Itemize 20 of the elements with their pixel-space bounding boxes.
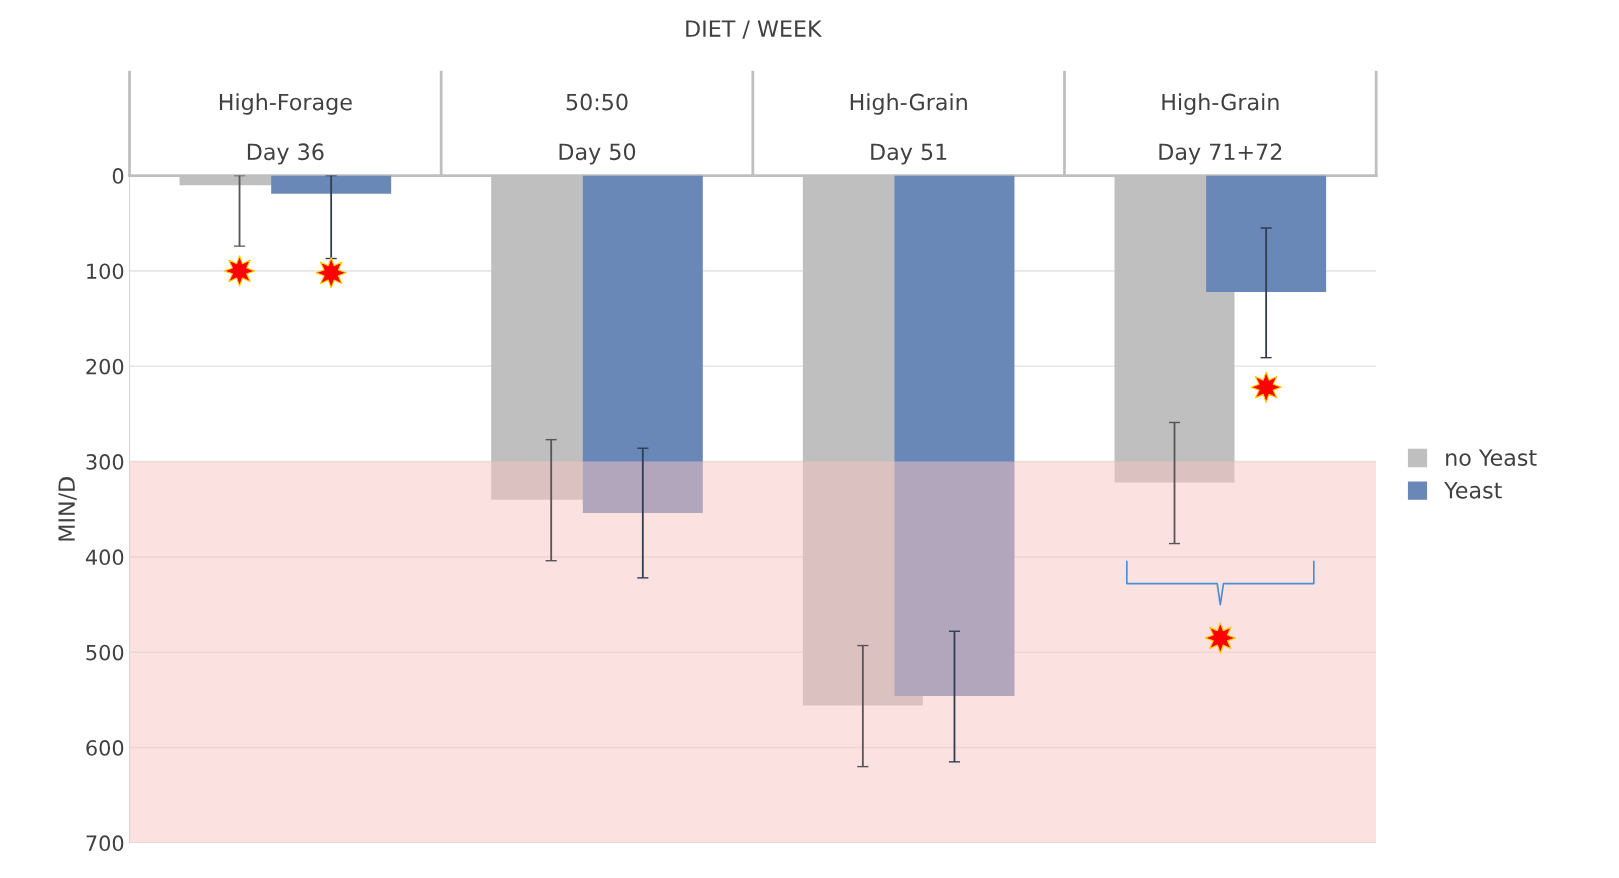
bar (894, 175, 1015, 697)
category-label: 50:50 Day 50 (559, 93, 636, 165)
y-tick-label: 400 (85, 549, 124, 566)
category-label: High-Forage Day 36 (219, 93, 352, 165)
category-label: High-Grain Day 51 (850, 93, 967, 165)
y-tick-label: 500 (86, 644, 124, 661)
category-label: High-Grain Day 71+72 (1159, 93, 1282, 165)
bar (271, 175, 392, 194)
y-tick-label: 100 (87, 263, 124, 280)
chart-title: DIET / WEEK (686, 20, 823, 39)
bar (582, 175, 703, 514)
legend-label: Yeast (1444, 482, 1502, 499)
y-tick-label: 200 (86, 358, 124, 375)
y-tick-label: 600 (86, 740, 124, 756)
y-tick-label: 300 (86, 454, 124, 470)
y-axis-title: MIN/D (58, 477, 77, 541)
y-tick-label: 0 (112, 168, 124, 184)
y-tick-label: 700 (86, 835, 124, 852)
legend-label: no Yeast (1446, 449, 1537, 467)
bar (1206, 175, 1327, 292)
